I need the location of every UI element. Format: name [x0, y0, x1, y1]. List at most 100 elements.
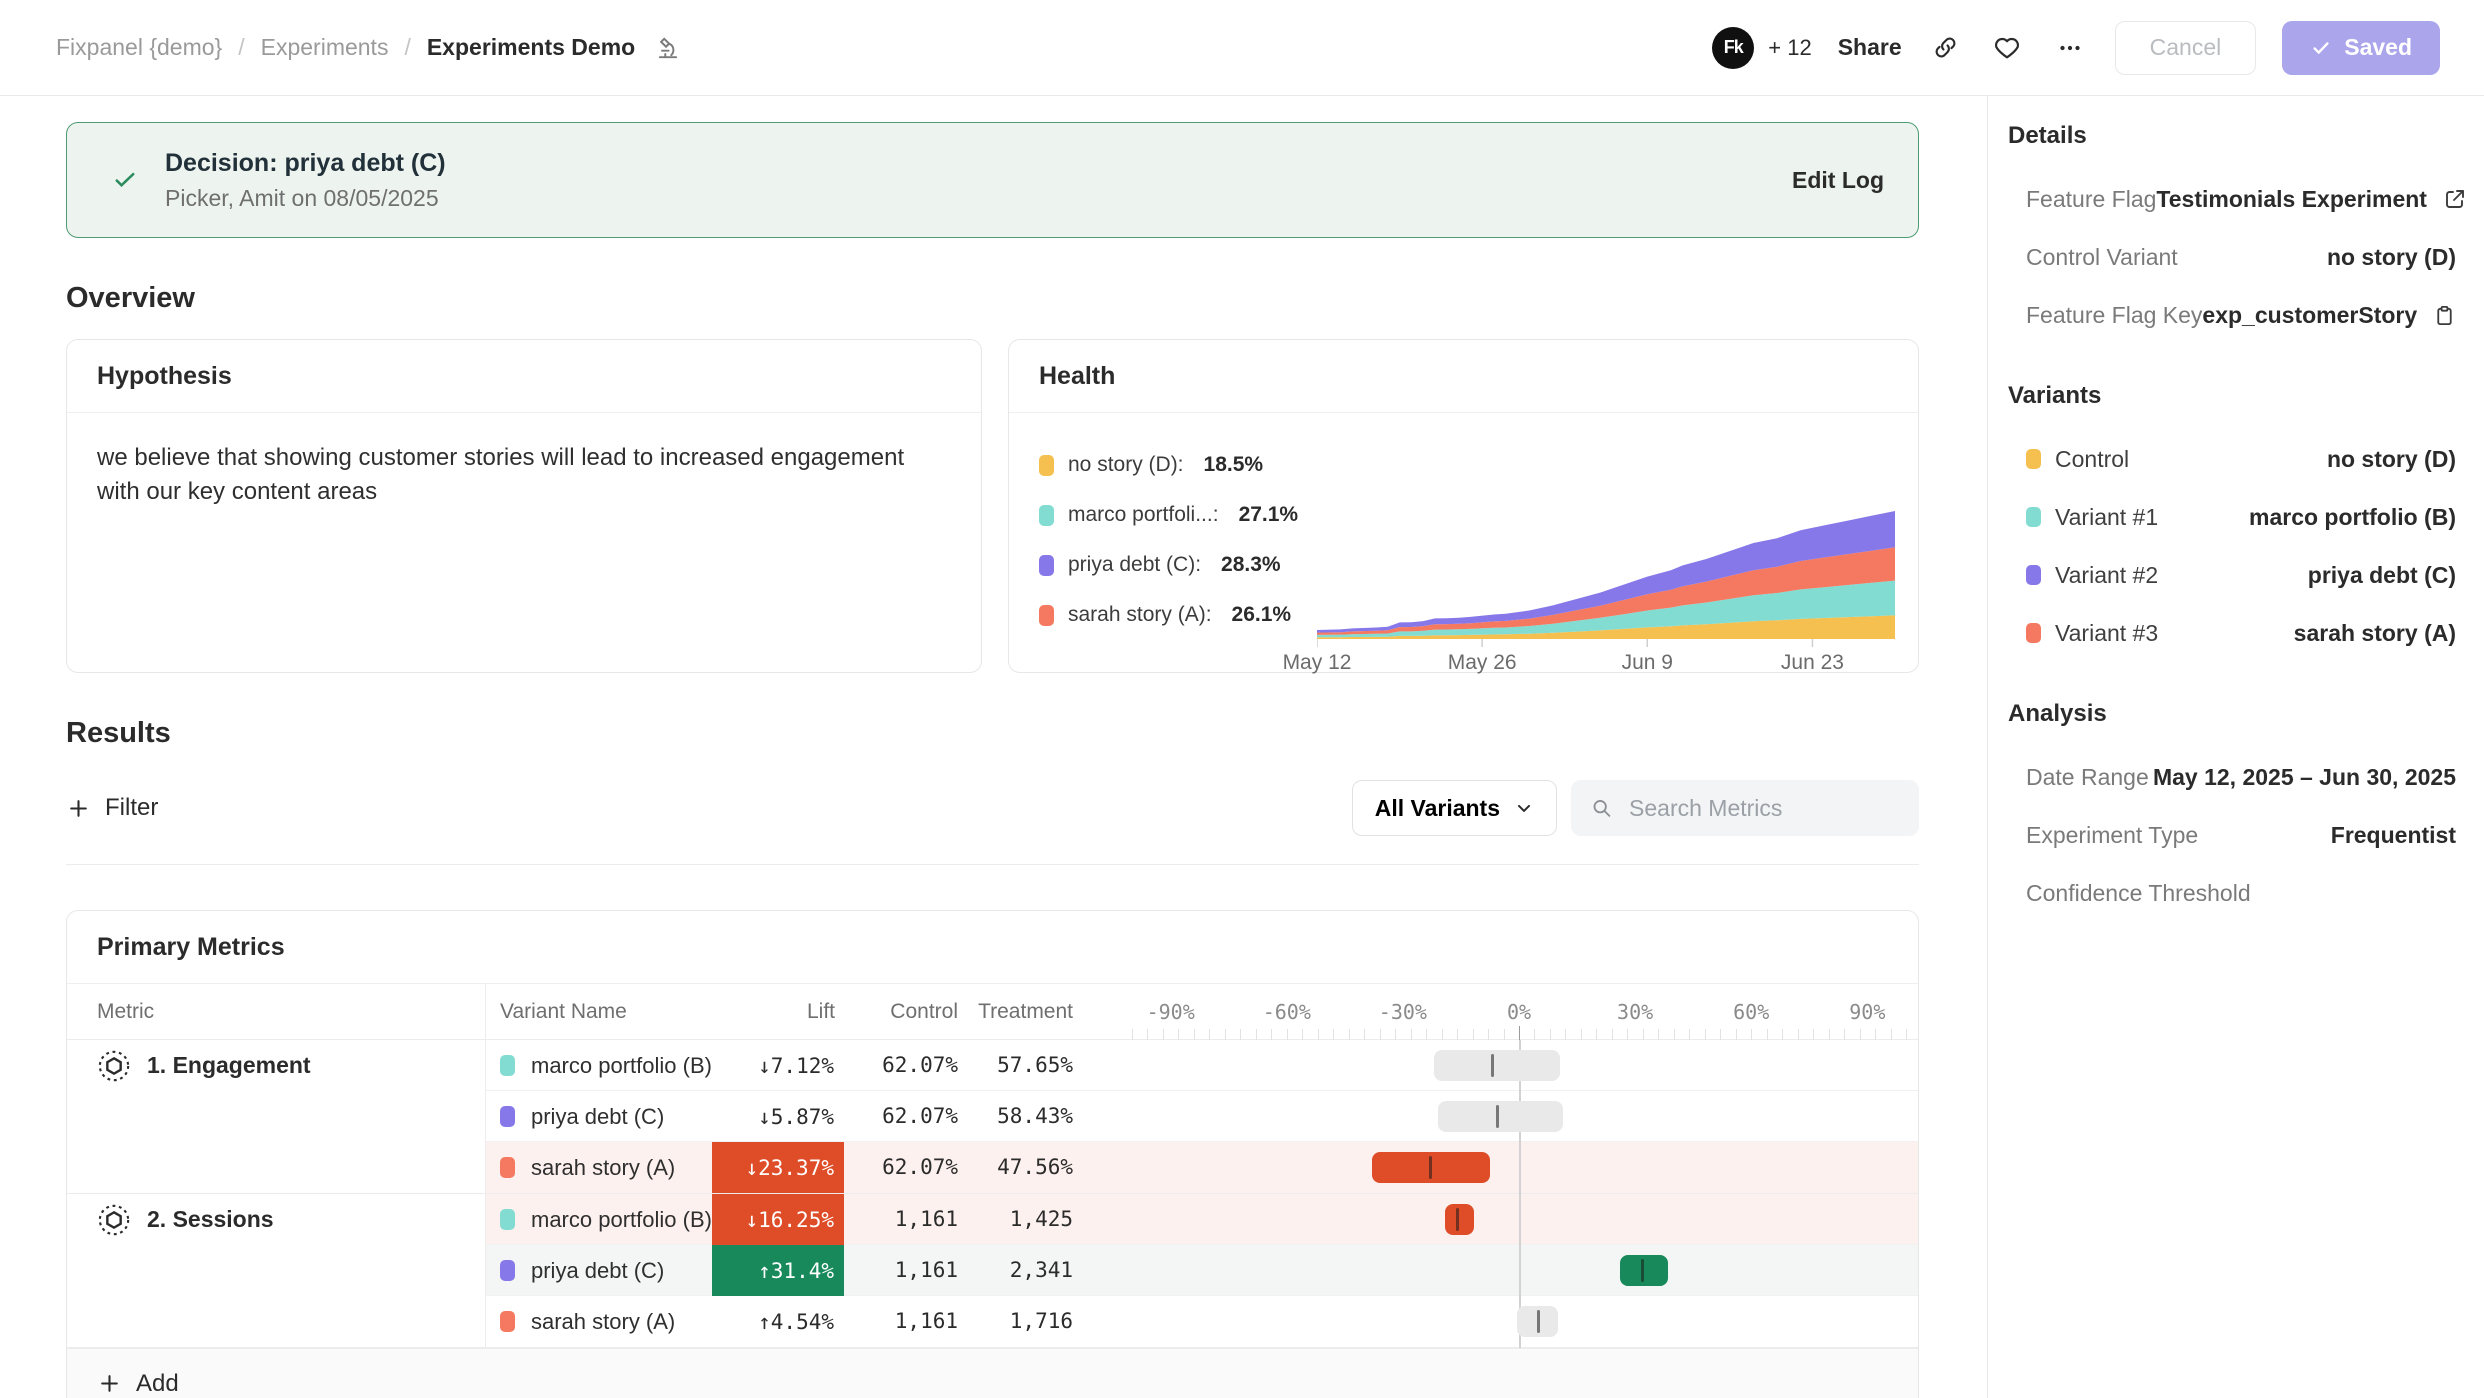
variant-name: sarah story (A): [531, 1309, 676, 1334]
variant-swatch: [2026, 449, 2041, 469]
col-control: Control: [890, 999, 958, 1023]
experiment-type-row: Experiment Type Frequentist: [2008, 806, 2456, 864]
confidence-interval-bar: [1433, 1050, 1560, 1081]
share-button[interactable]: Share: [1837, 34, 1902, 60]
table-row[interactable]: marco portfolio (B) ↓7.12% 62.07% 57.65%: [485, 1040, 1918, 1091]
breadcrumb-separator: /: [238, 34, 245, 60]
table-row[interactable]: priya debt (C) ↓5.87% 62.07% 58.43%: [485, 1091, 1918, 1142]
treatment-value: 2,341: [1009, 1258, 1073, 1282]
plus-icon: [101, 1375, 118, 1392]
confidence-threshold-row: Confidence Threshold: [2008, 864, 2456, 922]
table-row[interactable]: marco portfolio (B) ↓16.25% 1,161 1,425: [485, 1194, 1918, 1245]
variant-name: marco portfolio (B): [531, 1207, 712, 1232]
details-sidebar: Details Feature Flag Testimonials Experi…: [1988, 96, 2484, 1398]
avatar[interactable]: Fk: [1712, 26, 1755, 69]
control-variant-value: no story (D): [2326, 243, 2456, 270]
metric-cell[interactable]: 1. Engagement: [97, 1040, 311, 1091]
stacked-area-chart: [1317, 511, 1895, 647]
feature-flag-value[interactable]: Testimonials Experiment: [2156, 185, 2427, 212]
col-treatment: Treatment: [978, 999, 1073, 1023]
table-row[interactable]: sarah story (A) ↓23.37% 62.07% 47.56%: [485, 1142, 1918, 1193]
details-section: Details Feature Flag Testimonials Experi…: [2008, 122, 2464, 344]
variant-swatch: [500, 1260, 515, 1281]
breadcrumb: Fixpanel {demo} / Experiments / Experime…: [56, 34, 681, 61]
table-row[interactable]: priya debt (C) ↑31.4% 1,161 2,341: [485, 1245, 1918, 1296]
collaborator-count[interactable]: + 12: [1768, 34, 1812, 60]
banner-check-icon: [111, 166, 139, 194]
add-metric-button[interactable]: Add: [67, 1348, 1918, 1398]
search-metrics-input[interactable]: [1627, 793, 1899, 823]
hypothesis-title: Hypothesis: [67, 340, 981, 413]
confidence-interval-bar: [1437, 1101, 1564, 1132]
legend-label: no story (D):: [1068, 453, 1184, 476]
breadcrumb-project[interactable]: Fixpanel {demo}: [56, 34, 223, 60]
variant-name: sarah story (A): [531, 1155, 676, 1180]
metric-cell[interactable]: 2. Sessions: [97, 1194, 274, 1245]
variant-label: Variant #2: [2055, 561, 2159, 588]
table-row[interactable]: sarah story (A) ↑4.54% 1,161 1,716: [485, 1296, 1918, 1347]
confidence-interval-bar: [1619, 1255, 1668, 1286]
date-range-label: Date Range: [2026, 763, 2149, 790]
confidence-interval-bar: [1445, 1204, 1475, 1235]
experiment-type-value: Frequentist: [2330, 821, 2456, 848]
lift-value: ↓23.37%: [712, 1142, 844, 1193]
table-body: 1. Engagement marco portfolio (B) ↓7.12%…: [67, 1040, 1918, 1348]
details-heading: Details: [2008, 122, 2087, 149]
lift-point-marker: [1456, 1208, 1460, 1231]
legend-value: 27.1%: [1238, 503, 1299, 526]
add-filter-button[interactable]: Filter: [66, 794, 158, 822]
variants-heading: Variants: [2008, 382, 2102, 409]
breadcrumb-experiments[interactable]: Experiments: [260, 34, 389, 60]
variant-filter-dropdown[interactable]: All Variants: [1351, 780, 1557, 836]
check-icon: [2313, 41, 2329, 54]
search-metrics-box[interactable]: [1571, 780, 1919, 836]
feature-flag-key-value: exp_customerStory: [2202, 301, 2418, 328]
metric-group-sessions: 2. Sessions marco portfolio (B) ↓16.25% …: [67, 1194, 1918, 1348]
control-variant-label: Control Variant: [2026, 243, 2178, 270]
variant-swatch: [2026, 507, 2041, 527]
legend-item: sarah story (A): 26.1%: [1039, 603, 1317, 627]
plus-icon: [70, 799, 87, 817]
variant-swatch: [500, 1106, 515, 1127]
more-options-icon[interactable]: [2051, 29, 2089, 67]
control-value: 62.07%: [882, 1155, 958, 1179]
ci-axis-ticks: [485, 1026, 1918, 1040]
copy-clipboard-icon[interactable]: [2433, 304, 2456, 327]
search-icon: [1593, 799, 1611, 817]
treatment-value: 57.65%: [997, 1053, 1073, 1077]
edit-log-button[interactable]: Edit Log: [1792, 166, 1884, 193]
favorite-heart-icon[interactable]: [1989, 30, 2025, 66]
feature-flag-key-label: Feature Flag Key: [2026, 301, 2203, 328]
legend-swatch: [1039, 604, 1054, 626]
variant-label: Variant #1: [2055, 503, 2159, 530]
copy-link-icon[interactable]: [1928, 30, 1963, 65]
legend-swatch: [1039, 504, 1054, 526]
saved-button-label: Saved: [2344, 34, 2412, 60]
variant-value: priya debt (C): [2307, 561, 2456, 588]
health-chart: May 12 May 26 Jun 9 Jun 23: [1283, 413, 1918, 674]
saved-button[interactable]: Saved: [2282, 20, 2440, 75]
lift-value: ↓5.87%: [758, 1104, 834, 1129]
primary-metrics-title: Primary Metrics: [67, 911, 1918, 984]
microscope-icon: [655, 35, 681, 61]
metric-name: 1. Engagement: [147, 1052, 311, 1078]
divider: [66, 864, 1919, 865]
variant-swatch: [2026, 623, 2041, 643]
lift-point-marker: [1428, 1156, 1432, 1179]
lift-point-marker: [1536, 1310, 1540, 1333]
legend-label: marco portfoli...:: [1068, 503, 1219, 526]
feature-flag-key-row: Feature Flag Key exp_customerStory: [2008, 286, 2456, 344]
control-value: 62.07%: [882, 1053, 958, 1077]
cancel-button[interactable]: Cancel: [2114, 20, 2257, 75]
lift-value: ↓16.25%: [712, 1194, 844, 1245]
table-header: Metric Variant Name Lift Control Treatme…: [67, 984, 1918, 1040]
variant-name: priya debt (C): [531, 1258, 665, 1283]
legend-item: no story (D): 18.5%: [1039, 453, 1317, 477]
metric-group-engagement: 1. Engagement marco portfolio (B) ↓7.12%…: [67, 1040, 1918, 1194]
column-divider: [485, 984, 486, 1348]
external-link-icon[interactable]: [2443, 187, 2467, 211]
variant-row-2: Variant #2 priya debt (C): [2008, 546, 2456, 604]
experiment-type-label: Experiment Type: [2026, 821, 2199, 848]
variant-swatch: [500, 1209, 515, 1230]
